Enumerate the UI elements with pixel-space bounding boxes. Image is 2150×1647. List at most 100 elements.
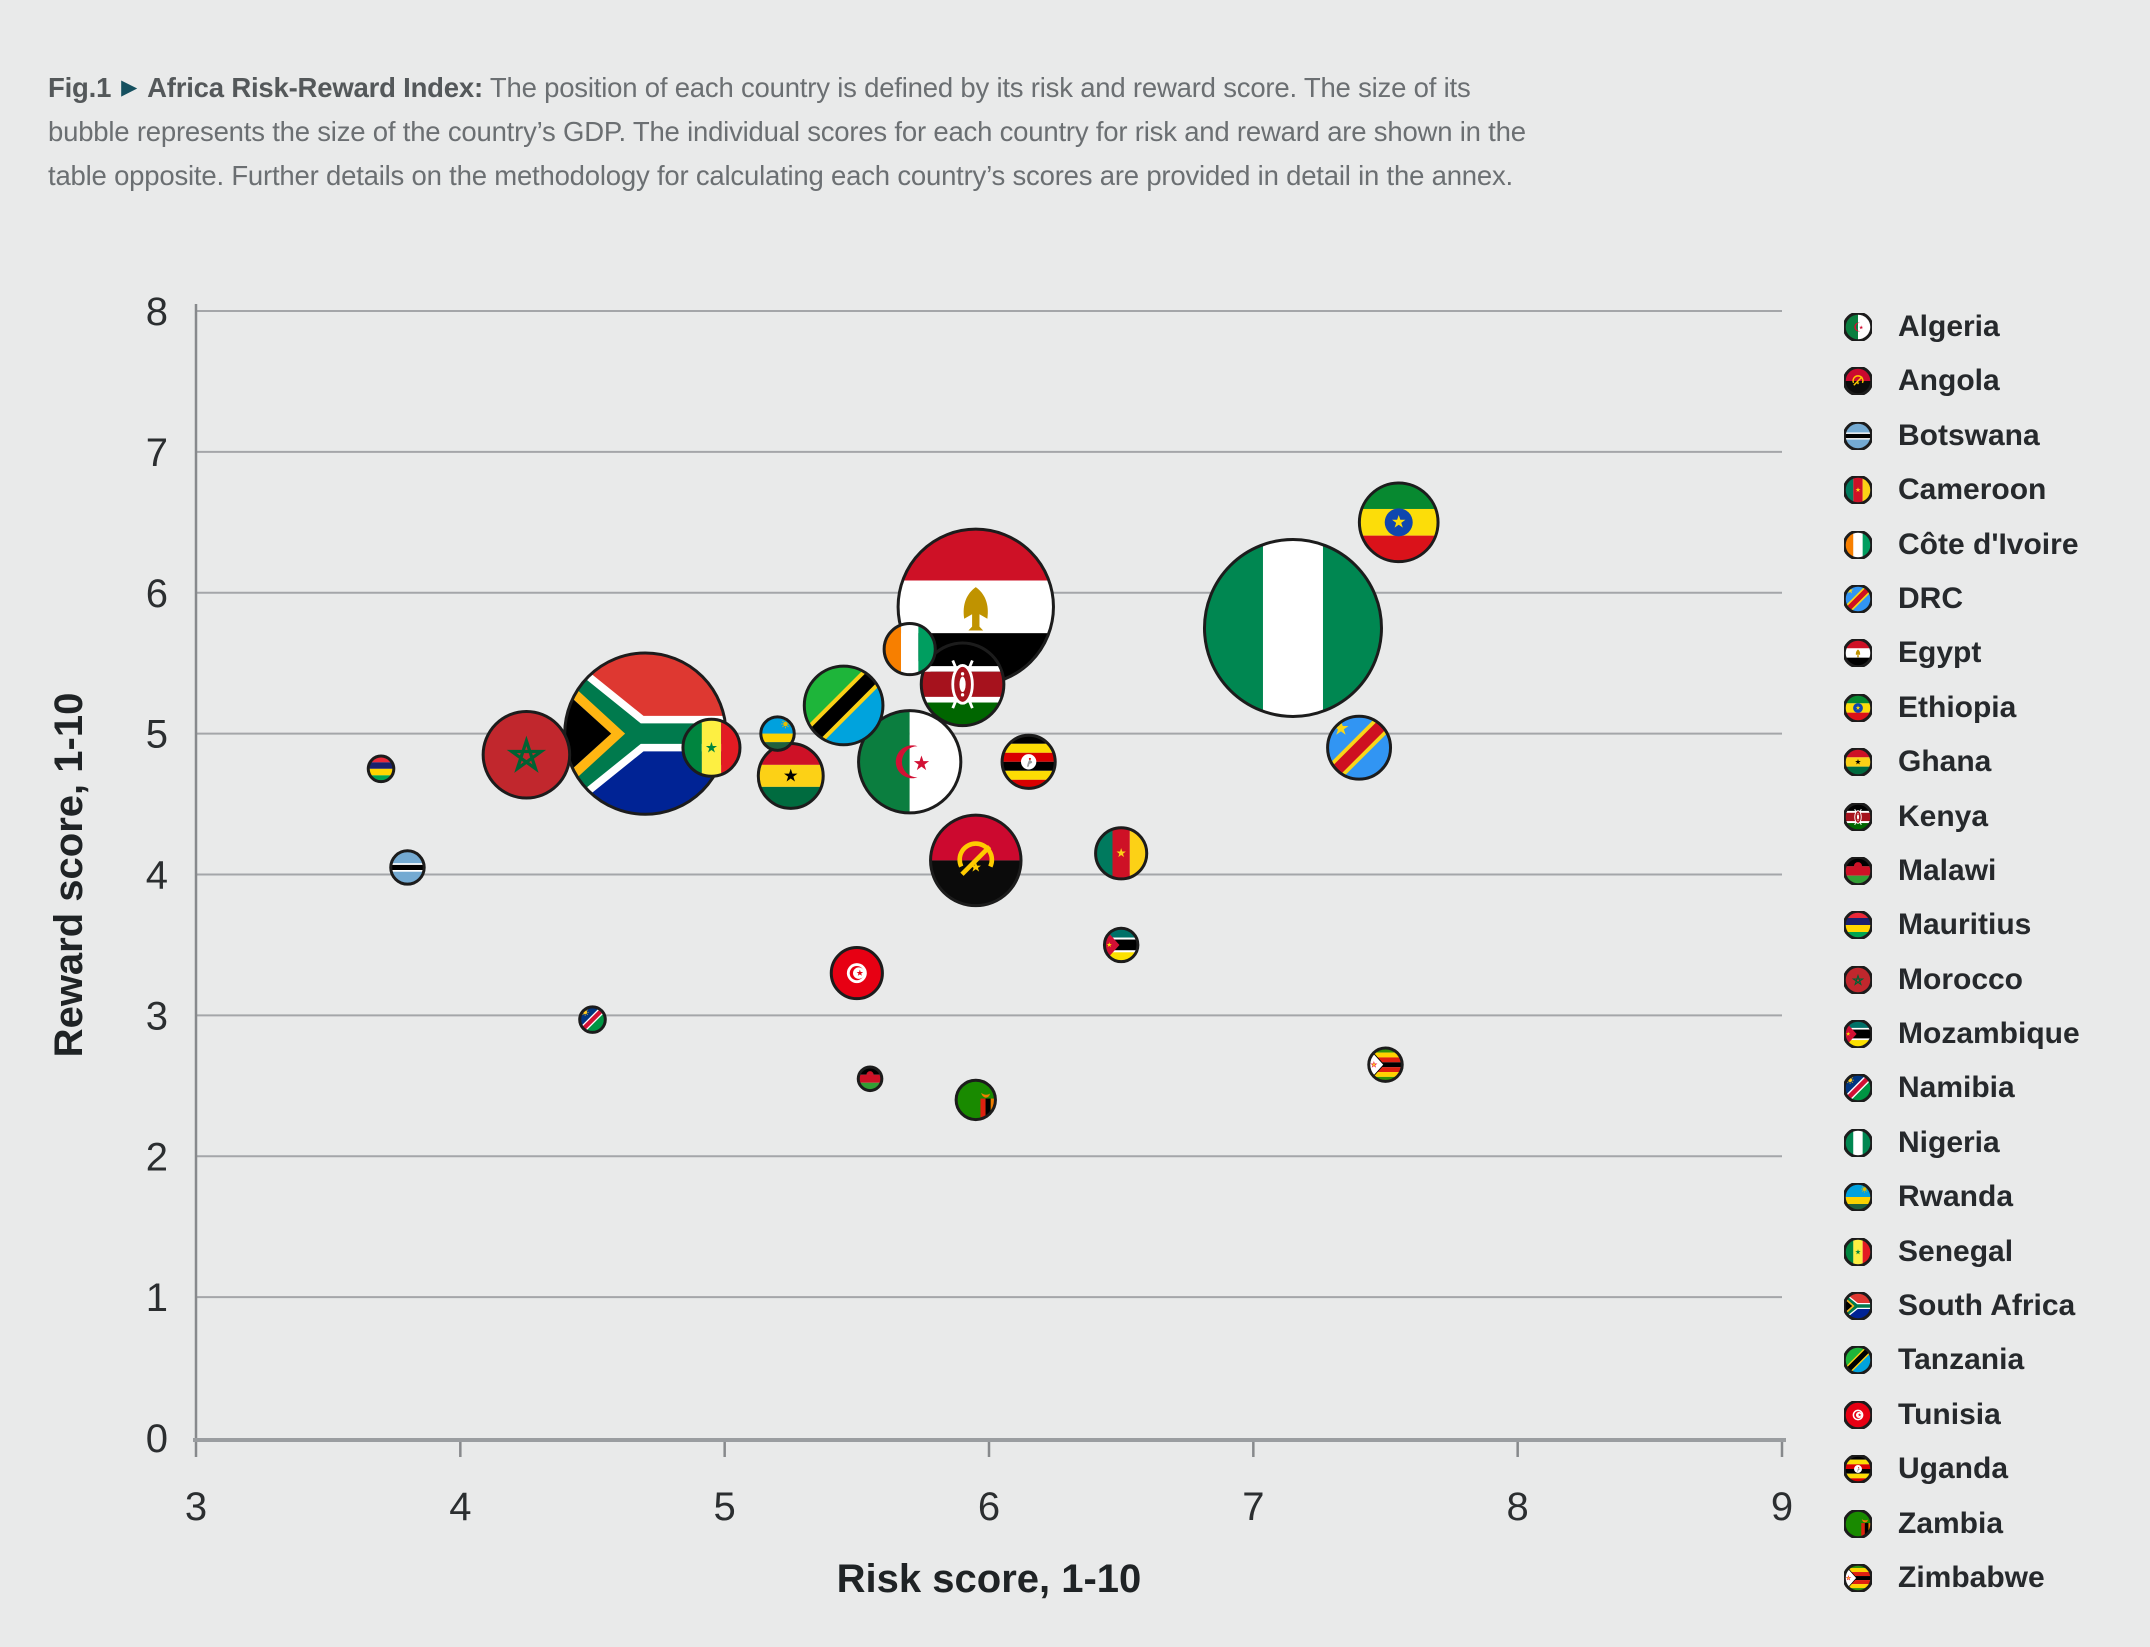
legend-flag-nigeria-icon xyxy=(1844,1129,1872,1157)
x-tick-label-7: 7 xyxy=(1242,1485,1264,1529)
legend-item-drc: DRC xyxy=(1844,581,2080,615)
legend-label: DRC xyxy=(1898,581,1963,615)
y-axis-title: Reward score, 1-10 xyxy=(47,693,91,1058)
y-tick-label-4: 4 xyxy=(146,854,168,898)
y-axis-labels: 0 1 2 3 4 5 6 7 8 xyxy=(146,290,168,1461)
bubble-senegal xyxy=(682,719,740,777)
legend-flag-angola-icon xyxy=(1844,367,1872,395)
y-tick-label-6: 6 xyxy=(146,572,168,616)
legend-item-nigeria: Nigeria xyxy=(1844,1125,2080,1159)
legend-flag-ghana-icon xyxy=(1844,748,1872,776)
x-tick-label-6: 6 xyxy=(978,1485,1000,1529)
legend-item-malawi: Malawi xyxy=(1844,854,2080,887)
legend-item-senegal: Senegal xyxy=(1844,1234,2080,1268)
legend-label: Botswana xyxy=(1898,418,2040,452)
legend-item-ghana: Ghana xyxy=(1844,745,2080,779)
figure-number: Fig.1 xyxy=(48,72,112,103)
y-tick-label-5: 5 xyxy=(146,713,168,757)
y-tick-label-7: 7 xyxy=(146,431,168,475)
bubble-zambia xyxy=(956,1080,996,1120)
legend-item-cameroon: Cameroon xyxy=(1844,473,2080,507)
legend-flag-ethiopia-icon xyxy=(1844,694,1872,722)
legend-item-kenya: Kenya xyxy=(1844,800,2080,833)
legend-flag-kenya-icon xyxy=(1844,803,1872,831)
caption-line3: table opposite. Further details on the m… xyxy=(48,160,1513,191)
x-tick-label-4: 4 xyxy=(449,1485,471,1529)
bubble-tunisia xyxy=(831,947,883,999)
legend-item-namibia: Namibia xyxy=(1844,1071,2080,1105)
legend-item-tunisia: Tunisia xyxy=(1844,1398,2080,1431)
y-tick-label-1: 1 xyxy=(146,1276,168,1320)
bubble-mauritius xyxy=(368,756,394,782)
legend-item-botswana: Botswana xyxy=(1844,418,2080,452)
legend-item-mauritius: Mauritius xyxy=(1844,908,2080,942)
legend-label: Namibia xyxy=(1898,1071,2015,1105)
legend-item-ethiopia: Ethiopia xyxy=(1844,690,2080,724)
legend-label: Mauritius xyxy=(1898,908,2032,942)
bubble-morocco xyxy=(482,711,570,799)
legend-item-uganda: Uganda xyxy=(1844,1452,2080,1486)
legend-item-angola: Angola xyxy=(1844,364,2080,397)
legend-flag-civ-icon xyxy=(1844,531,1872,559)
legend-flag-tunisia-icon xyxy=(1844,1401,1872,1429)
legend-flag-drc-icon xyxy=(1844,585,1872,613)
legend-flag-malawi-icon xyxy=(1844,857,1872,885)
x-tick-label-5: 5 xyxy=(714,1485,736,1529)
x-axis-title: Risk score, 1-10 xyxy=(837,1557,1142,1601)
x-tick-label-8: 8 xyxy=(1507,1485,1529,1529)
bubble-drc xyxy=(1321,709,1398,786)
legend-label: Ghana xyxy=(1898,745,1992,779)
legend-item-egypt: Egypt xyxy=(1844,636,2080,669)
legend-label: Morocco xyxy=(1898,962,2024,996)
legend-label: Senegal xyxy=(1898,1234,2014,1268)
legend-label: Tanzania xyxy=(1898,1343,2025,1377)
legend-flag-mauritius-icon xyxy=(1844,911,1872,939)
legend-label: Cameroon xyxy=(1898,473,2047,507)
legend-flag-namibia-icon xyxy=(1844,1074,1872,1102)
figure-caption: Fig.1 ▶ Africa Risk-Reward Index: The posi… xyxy=(48,66,1528,198)
bubble-namibia xyxy=(577,1004,608,1035)
bubble-nigeria xyxy=(1203,538,1383,718)
bubble-civ xyxy=(884,623,936,675)
bubble-series xyxy=(368,482,1439,1120)
y-tick-label-0: 0 xyxy=(146,1417,168,1461)
legend-flag-zambia-icon xyxy=(1844,1510,1872,1538)
bubble-cameroon xyxy=(1095,827,1147,879)
legend: Algeria Angola Botswana Cameroon Côte d'Ivoi… xyxy=(1844,310,2080,1618)
x-tick-label-9: 9 xyxy=(1771,1485,1793,1529)
legend-label: Zimbabwe xyxy=(1898,1560,2045,1594)
legend-flag-algeria-icon xyxy=(1844,313,1872,341)
legend-label: South Africa xyxy=(1898,1289,2076,1323)
bubble-ghana xyxy=(758,743,824,809)
legend-flag-uganda-icon xyxy=(1844,1455,1872,1483)
legend-label: Zambia xyxy=(1898,1506,2004,1540)
legend-item-algeria: Algeria xyxy=(1844,310,2080,343)
legend-flag-zimbabwe-icon xyxy=(1844,1564,1872,1592)
legend-item-rwanda: Rwanda xyxy=(1844,1180,2080,1214)
gridlines xyxy=(196,310,1782,1299)
y-tick-label-3: 3 xyxy=(146,994,168,1038)
legend-flag-south_africa-icon xyxy=(1844,1292,1872,1320)
legend-label: Côte d'Ivoire xyxy=(1898,527,2079,561)
bubble-botswana xyxy=(390,850,424,884)
legend-label: Ethiopia xyxy=(1898,690,2017,724)
legend-label: Uganda xyxy=(1898,1452,2009,1486)
legend-item-zimbabwe: Zimbabwe xyxy=(1844,1560,2080,1594)
caption-line2: bubble represents the size of the countr… xyxy=(48,116,1526,147)
bubble-zimbabwe xyxy=(1368,1048,1402,1082)
x-tick-label-3: 3 xyxy=(185,1485,207,1529)
caption-arrow-icon: ▶ xyxy=(121,76,138,99)
legend-item-zambia: Zambia xyxy=(1844,1506,2080,1540)
bubble-angola xyxy=(930,814,1022,906)
figure-title: Africa Risk-Reward Index: xyxy=(147,72,483,103)
legend-item-morocco: Morocco xyxy=(1844,962,2080,996)
x-axis-labels: 3 4 5 6 7 8 9 xyxy=(185,1485,1793,1529)
legend-item-tanzania: Tanzania xyxy=(1844,1343,2080,1377)
legend-flag-cameroon-icon xyxy=(1844,476,1872,504)
legend-flag-rwanda-icon xyxy=(1844,1183,1872,1211)
bubble-uganda xyxy=(1002,735,1056,789)
legend-flag-mozambique-icon xyxy=(1844,1020,1872,1048)
legend-label: Rwanda xyxy=(1898,1180,2014,1214)
legend-label: Nigeria xyxy=(1898,1125,2000,1159)
